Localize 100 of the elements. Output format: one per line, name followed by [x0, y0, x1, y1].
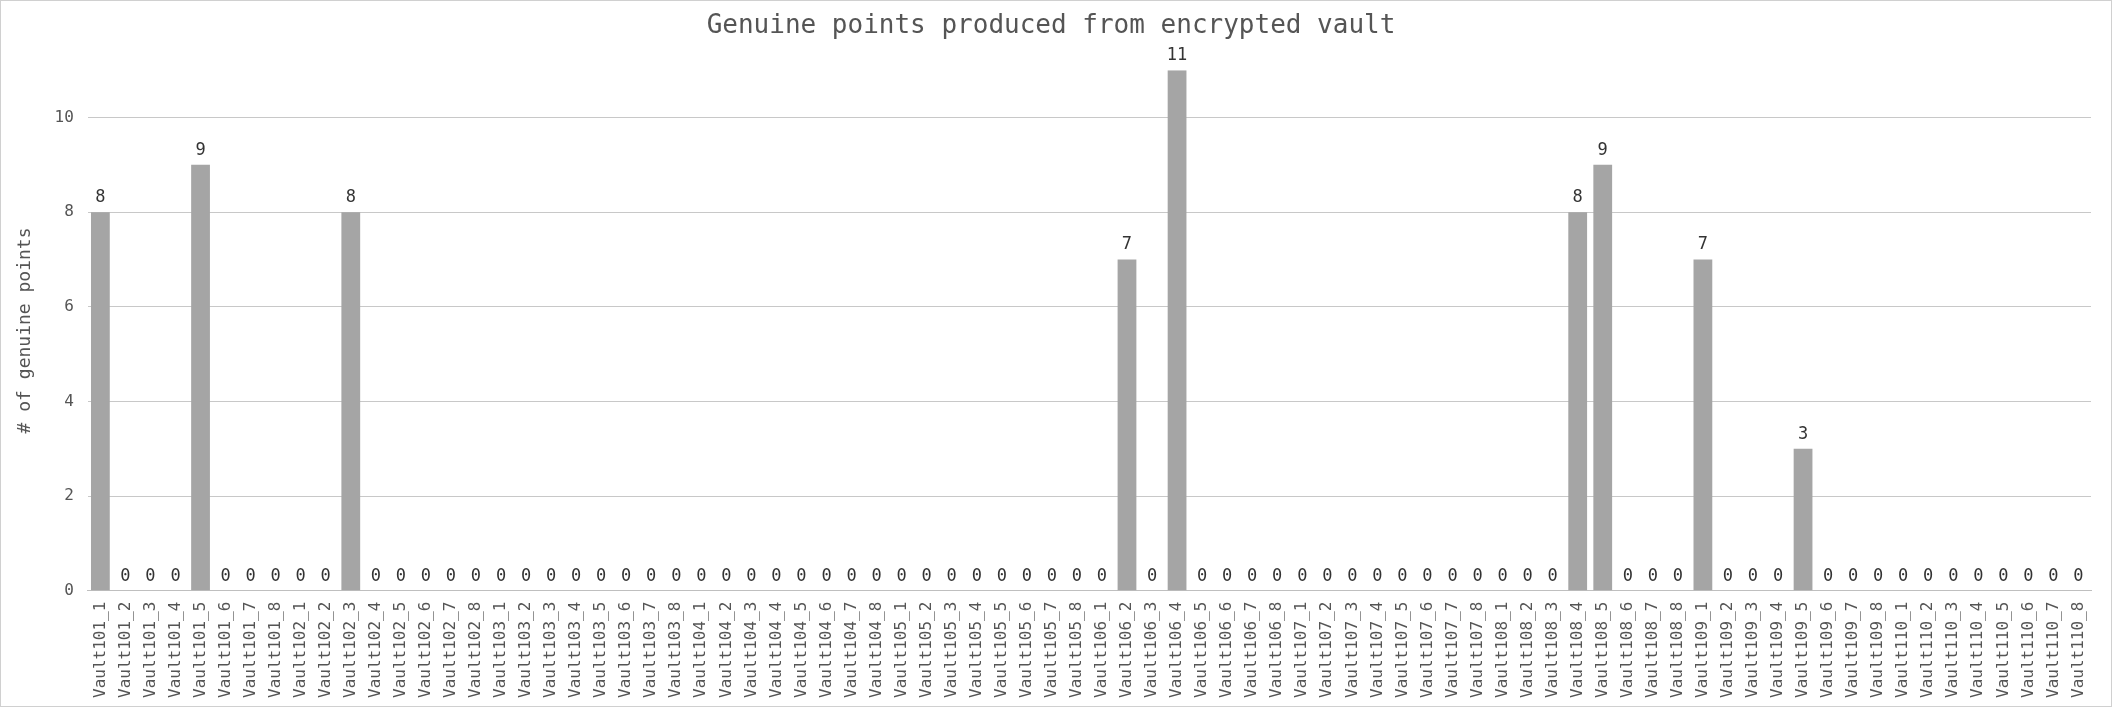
data-label: 0: [671, 564, 682, 585]
x-tick-label: Vault108_2: [1516, 601, 1536, 698]
data-label: 0: [1247, 564, 1258, 585]
x-tick-label: Vault104_1: [690, 601, 710, 698]
bar: [1693, 259, 1713, 591]
x-tick-label: Vault107_5: [1391, 601, 1411, 698]
data-label: 7: [1697, 233, 1709, 254]
data-label: 8: [95, 186, 106, 207]
data-label: 0: [1096, 564, 1108, 585]
x-tick-label: Vault106_6: [1216, 601, 1236, 698]
x-tick-label: Vault107_1: [1291, 601, 1311, 698]
x-tick-label: Vault109_4: [1767, 601, 1787, 698]
data-label: 0: [971, 564, 982, 585]
data-label: 0: [1923, 564, 1934, 585]
x-tick-label: Vault108_6: [1616, 601, 1636, 698]
data-label: 0: [395, 564, 406, 585]
x-tick-label: Vault105_1: [890, 601, 910, 698]
x-tick-label: Vault109_3: [1742, 601, 1762, 698]
x-tick-label: Vault102_8: [465, 601, 485, 698]
data-label: 0: [796, 564, 807, 585]
data-label: 0: [946, 564, 957, 585]
x-tick-label: Vault103_5: [590, 601, 610, 698]
x-tick-label: Vault106_8: [1266, 601, 1286, 698]
x-tick-label: Vault103_1: [490, 601, 510, 698]
data-label: 0: [571, 564, 582, 585]
x-tick-label: Vault110_3: [1942, 601, 1962, 698]
x-tick-label: Vault105_4: [965, 601, 985, 698]
data-label: 0: [721, 564, 732, 585]
x-tick-label: Vault105_6: [1015, 601, 1035, 698]
data-label: 0: [2073, 564, 2084, 585]
x-tick-label: Vault103_2: [515, 601, 535, 698]
data-label: 0: [1222, 564, 1233, 585]
data-label: 0: [696, 564, 707, 585]
x-tick-label: Vault107_4: [1366, 601, 1386, 698]
data-label: 0: [1447, 564, 1458, 585]
data-label: 0: [370, 564, 381, 585]
data-label: 0: [420, 564, 432, 585]
data-label: 0: [621, 564, 632, 585]
x-tick-label: Vault109_5: [1792, 601, 1812, 698]
x-tick-label: Vault109_1: [1692, 601, 1712, 698]
data-label: 0: [1998, 564, 2009, 585]
x-tick-label: Vault101_4: [164, 601, 184, 698]
y-tick-label: 6: [64, 295, 74, 315]
x-tick-label: Vault101_5: [189, 601, 209, 698]
x-tick-label: Vault110_8: [2067, 601, 2087, 698]
data-label: 0: [1397, 564, 1408, 585]
x-tick-label: Vault110_4: [1967, 601, 1987, 698]
x-tick-label: Vault109_2: [1717, 601, 1737, 698]
data-label: 0: [596, 564, 607, 585]
y-tick-label: 2: [64, 485, 74, 505]
data-label: 3: [1797, 422, 1809, 443]
x-tick-label: Vault106_3: [1141, 601, 1161, 698]
data-label: 0: [921, 564, 932, 585]
data-label: 0: [145, 564, 156, 585]
data-label: 0: [470, 564, 482, 585]
data-label: 0: [170, 564, 181, 585]
data-label: 9: [1597, 138, 1608, 159]
x-tick-label: Vault110_7: [2042, 601, 2062, 698]
x-tick-label: Vault103_3: [540, 601, 560, 698]
x-tick-label: Vault108_7: [1641, 601, 1661, 698]
x-tick-label: Vault110_5: [1992, 601, 2012, 698]
x-tick-label: Vault107_7: [1441, 601, 1461, 698]
bar: [1593, 164, 1613, 591]
data-label: 0: [2023, 564, 2034, 585]
bar: [1568, 212, 1588, 591]
bar: [1117, 259, 1137, 591]
x-tick-label: Vault103_6: [615, 601, 635, 698]
data-label: 9: [195, 138, 206, 159]
data-label: 0: [1772, 564, 1784, 585]
x-tick-label: Vault107_3: [1341, 601, 1361, 698]
bar: [1793, 448, 1813, 591]
data-label: 0: [1322, 564, 1333, 585]
x-tick-label: Vault101_6: [214, 601, 234, 698]
data-label: 0: [1622, 564, 1633, 585]
data-label: 0: [746, 564, 757, 585]
data-label: 0: [2048, 564, 2059, 585]
x-tick-label: Vault108_1: [1491, 601, 1511, 698]
data-label: 0: [1973, 564, 1984, 585]
y-tick-label: 10: [54, 106, 74, 126]
data-label: 0: [1196, 564, 1208, 585]
data-label: 0: [1722, 564, 1734, 585]
data-label: 0: [1522, 564, 1533, 585]
x-tick-label: Vault104_2: [715, 601, 735, 698]
data-label: 11: [1166, 44, 1188, 65]
x-tick-label: Vault108_5: [1591, 601, 1611, 698]
data-label: 0: [1672, 564, 1683, 585]
data-label: 0: [1422, 564, 1433, 585]
bar: [1167, 70, 1187, 591]
y-axis-title: # of genuine points: [13, 227, 35, 434]
data-label: 0: [545, 564, 557, 585]
x-tick-label: Vault101_1: [89, 601, 109, 698]
y-tick-label: 8: [64, 201, 74, 221]
data-label: 0: [1948, 564, 1959, 585]
x-tick-label: Vault104_7: [840, 601, 860, 698]
data-label: 0: [1647, 564, 1658, 585]
x-tick-label: Vault104_4: [765, 601, 785, 698]
x-tick-label: Vault108_3: [1541, 601, 1561, 698]
data-label: 0: [445, 564, 457, 585]
data-label: 0: [821, 564, 832, 585]
x-tick-label: Vault109_8: [1867, 601, 1887, 698]
